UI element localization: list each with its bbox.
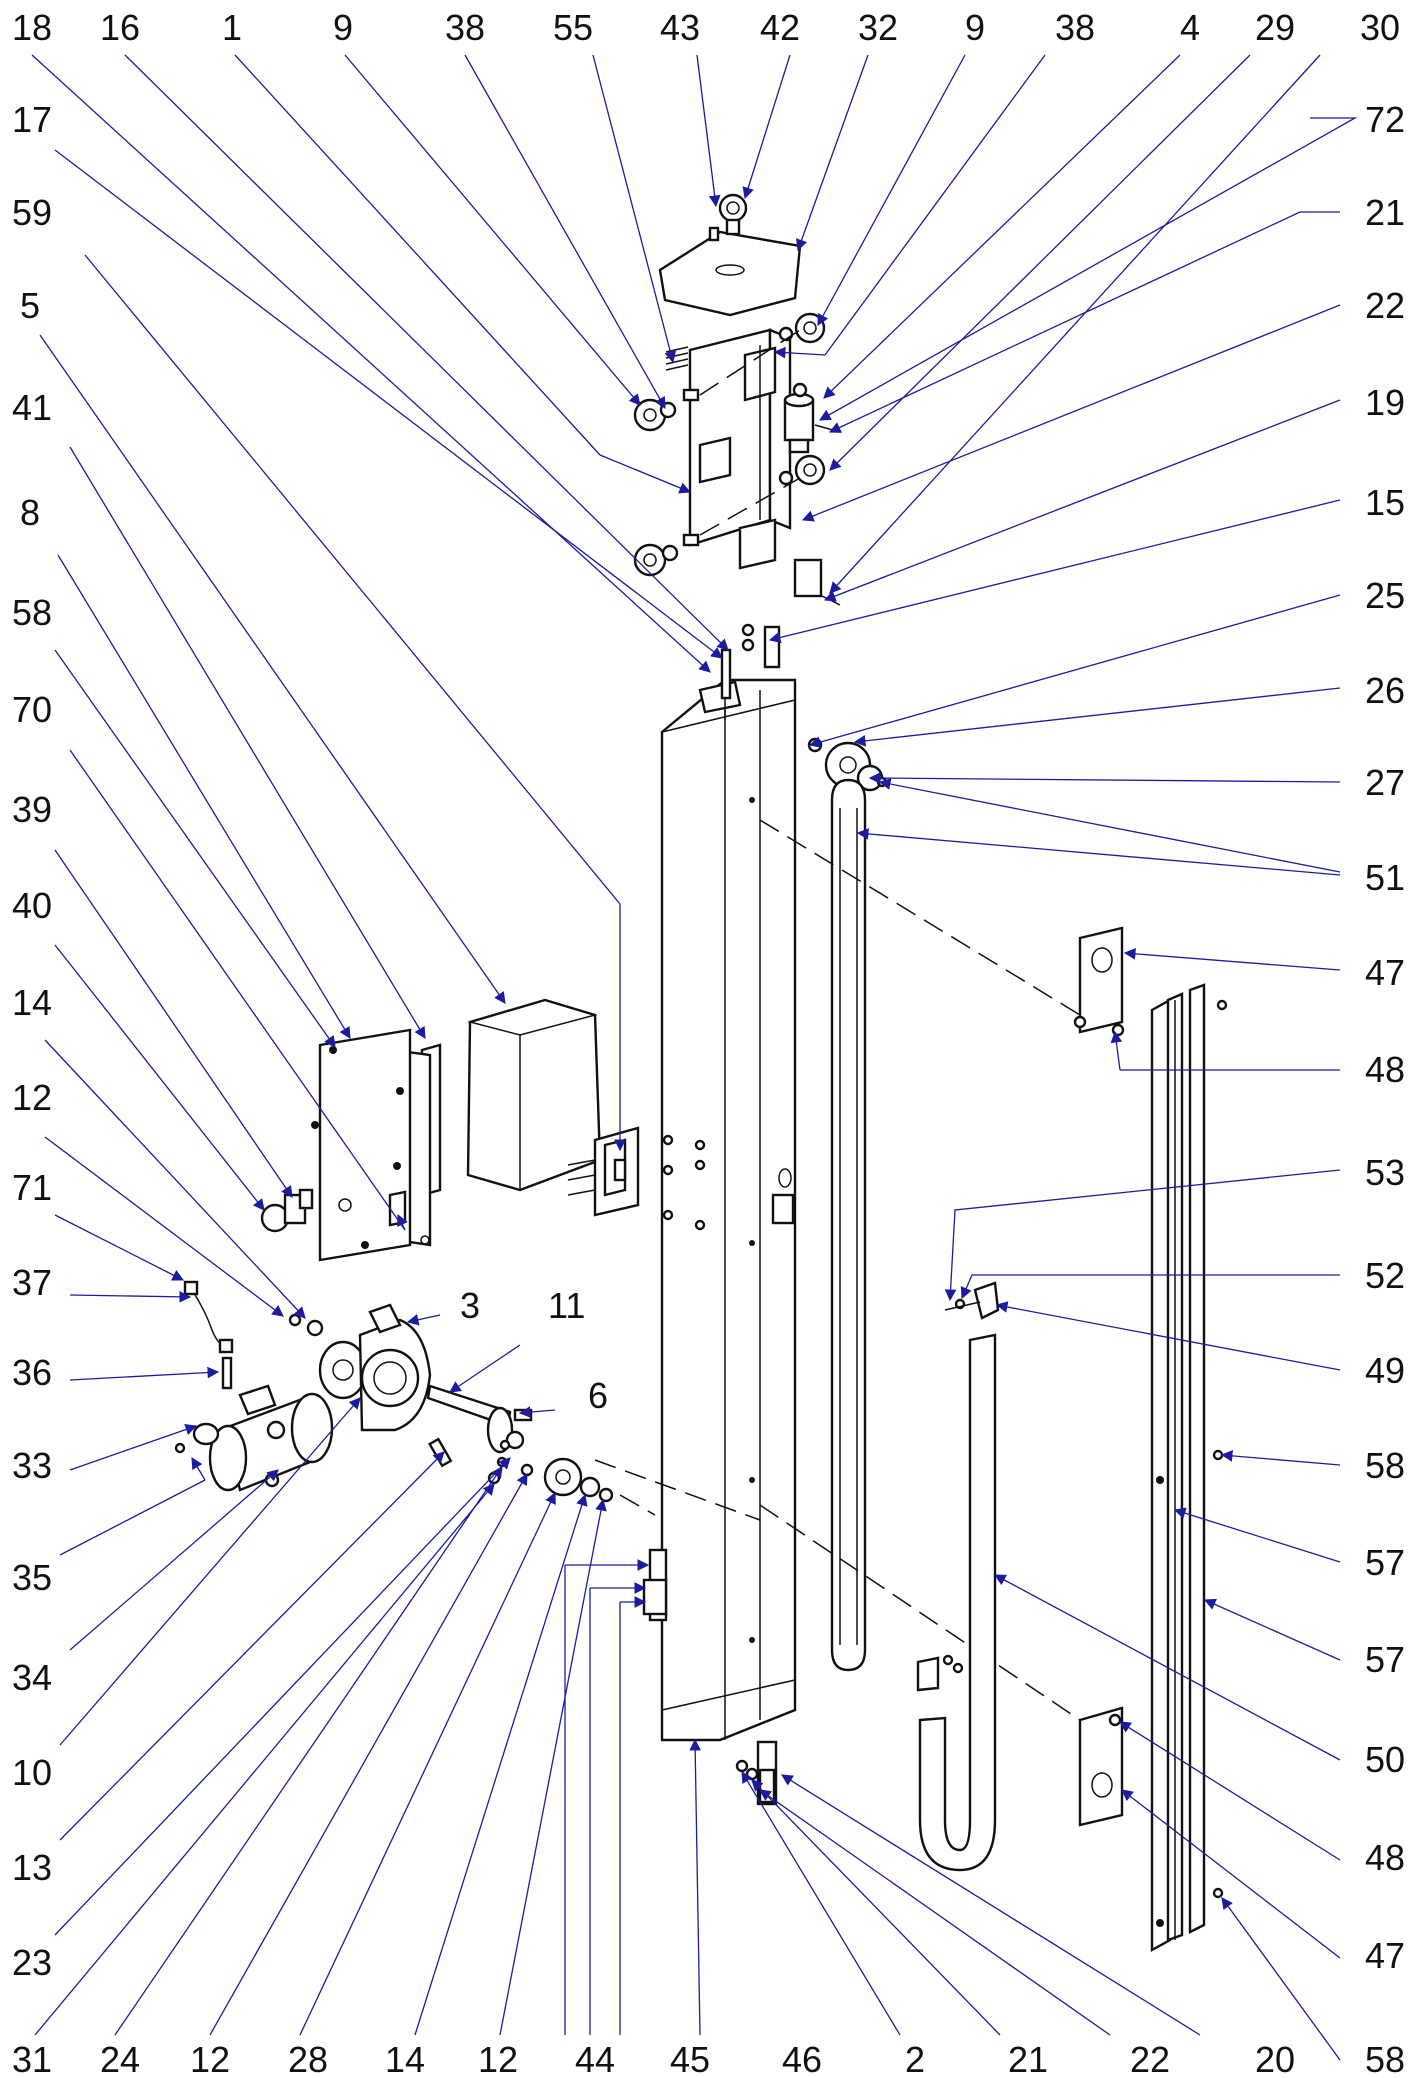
callout-10: 10 [12, 1752, 52, 1793]
callout-29: 29 [1255, 7, 1295, 48]
callout-11: 11 [548, 1285, 585, 1326]
callout-44: 44 [575, 2039, 615, 2078]
callout-30: 30 [1360, 7, 1400, 48]
callout-40: 40 [12, 885, 52, 926]
motor-gearbox-assembly [174, 1280, 614, 1503]
callout-25: 25 [1365, 575, 1405, 616]
callout-37: 37 [12, 1262, 52, 1303]
callout-42: 42 [760, 7, 800, 48]
callout-41: 41 [12, 387, 52, 428]
callout-48b: 48 [1365, 1837, 1405, 1878]
callout-23: 23 [12, 1942, 52, 1983]
callout-labels-inner: 3 11 6 [460, 1285, 608, 1416]
callout-22b: 22 [1130, 2039, 1170, 2078]
cable-loop [916, 1281, 1000, 1872]
callout-45: 45 [670, 2039, 710, 2078]
callout-9: 9 [333, 7, 353, 48]
callout-2: 2 [905, 2039, 925, 2078]
callout-47b: 47 [1365, 1935, 1405, 1976]
callout-36: 36 [12, 1352, 52, 1393]
callout-43: 43 [660, 7, 700, 48]
callout-49: 49 [1365, 1350, 1405, 1391]
callout-24: 24 [100, 2039, 140, 2078]
callout-58r: 58 [1365, 1445, 1405, 1486]
callout-4: 4 [1180, 7, 1200, 48]
guide-rails [1150, 983, 1228, 1953]
callout-57b: 57 [1365, 1639, 1405, 1680]
callout-20: 20 [1255, 2039, 1295, 2078]
callout-16: 16 [100, 7, 140, 48]
carriage-frame [633, 312, 826, 577]
callout-22: 22 [1365, 285, 1405, 326]
callout-32: 32 [858, 7, 898, 48]
callout-1: 1 [222, 7, 242, 48]
callout-48: 48 [1365, 1049, 1405, 1090]
parts-drawing [174, 193, 1228, 1953]
callout-28: 28 [288, 2039, 328, 2078]
callout-21b: 21 [1008, 2039, 1048, 2078]
callout-18: 18 [12, 7, 52, 48]
callout-47: 47 [1365, 952, 1405, 993]
callout-21: 21 [1365, 192, 1405, 233]
callout-6: 6 [588, 1375, 608, 1416]
callout-34: 34 [12, 1657, 52, 1698]
callout-71: 71 [12, 1167, 52, 1208]
callout-46: 46 [782, 2039, 822, 2078]
callout-31: 31 [12, 2039, 52, 2078]
callout-72: 72 [1365, 99, 1405, 140]
callout-14: 14 [12, 982, 52, 1023]
main-column [642, 648, 797, 1742]
callout-39: 39 [12, 789, 52, 830]
callout-12b: 12 [190, 2039, 230, 2078]
callout-35: 35 [12, 1557, 52, 1598]
mounting-brackets [1073, 926, 1125, 1827]
callout-55: 55 [553, 7, 593, 48]
callout-17: 17 [12, 99, 52, 140]
callout-50: 50 [1365, 1739, 1405, 1780]
emergency-stop-button [260, 1188, 314, 1233]
callout-70: 70 [12, 689, 52, 730]
callout-12c: 12 [478, 2039, 518, 2078]
callout-38b: 38 [1055, 7, 1095, 48]
top-sprocket-and-chain [807, 737, 888, 1672]
callout-58rb: 58 [1365, 2039, 1405, 2078]
callout-labels-left: 17 59 5 41 8 58 70 39 40 14 12 71 37 36 … [12, 99, 52, 1983]
control-box [311, 998, 706, 1262]
callout-38: 38 [445, 7, 485, 48]
callout-3: 3 [460, 1285, 480, 1326]
callout-labels-top: 18 16 1 9 38 55 43 42 32 9 38 4 29 30 [12, 7, 1400, 48]
callout-59: 59 [12, 192, 52, 233]
callout-14b: 14 [385, 2039, 425, 2078]
callout-13: 13 [12, 1847, 52, 1888]
callout-27: 27 [1365, 762, 1405, 803]
callout-57: 57 [1365, 1542, 1405, 1583]
callout-labels-right: 72 21 22 19 15 25 26 27 51 47 48 53 52 4… [1365, 99, 1405, 2078]
leader-lines [31, 54, 1358, 2061]
callout-51: 51 [1365, 857, 1405, 898]
callout-26: 26 [1365, 670, 1405, 711]
callout-labels-bottom: 31 24 12 28 14 12 44 45 46 2 21 22 20 [12, 2039, 1295, 2078]
callout-53: 53 [1365, 1152, 1405, 1193]
callout-33: 33 [12, 1445, 52, 1486]
callout-12: 12 [12, 1077, 52, 1118]
callout-58: 58 [12, 592, 52, 633]
callout-5: 5 [20, 285, 40, 326]
callout-52: 52 [1365, 1255, 1405, 1296]
callout-9b: 9 [965, 7, 985, 48]
callout-8: 8 [20, 492, 40, 533]
callout-19: 19 [1365, 382, 1405, 423]
top-cover-plate [658, 193, 802, 317]
callout-15: 15 [1365, 482, 1405, 523]
